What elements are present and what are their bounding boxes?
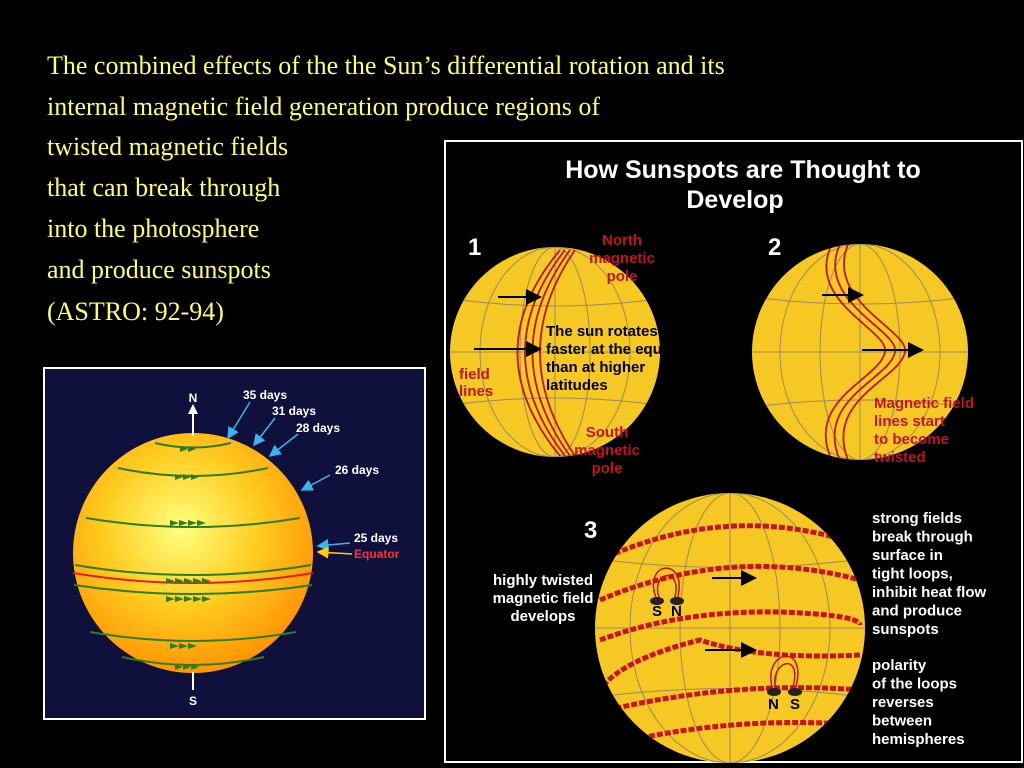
pole-label: magnetic [589,250,655,267]
twist-label: twisted [874,449,926,466]
spot-label: S [652,603,662,620]
polarity-note: between [872,713,932,730]
spot-label: N [671,603,682,620]
twist-label: to become [874,431,949,448]
slide-text: The combined effects of the the Sun’s di… [47,51,725,326]
polarity-note: of the loops [872,676,957,693]
panel-number: 3 [584,517,597,544]
polarity-note: reverses [872,694,934,711]
panel-number: 2 [768,234,781,261]
sunspot-figure: How Sunspots are Thought to Develop [444,140,1023,763]
twist-label: lines start [874,413,945,430]
period-label: 28 days [296,421,340,435]
loops-note: and produce [872,603,962,620]
pole-label: North [602,232,642,249]
polarity-note: hemispheres [872,731,965,748]
south-label: S [189,694,197,708]
slide-text-line: and produce sunspots [47,255,271,284]
loops-note: sunspots [872,621,939,638]
period-label: 26 days [335,463,379,477]
twist-note: develops [510,608,575,625]
loops-note: inhibit heat flow [872,584,986,601]
period-label: 31 days [272,404,316,418]
loops-note: tight loops, [872,566,953,583]
loops-note: surface in [872,547,943,564]
pole-label: pole [592,460,623,477]
north-label: N [189,391,198,405]
slide-text-line: (ASTRO: 92-94) [47,297,224,326]
spot-label: S [790,696,800,713]
field-label: field [459,366,490,383]
period-label: 35 days [243,388,287,402]
slide-text-line: twisted magnetic fields [47,132,288,161]
spot-label: N [768,696,779,713]
field-label: lines [459,383,493,400]
period-label: 25 days [354,531,398,545]
slide-text-line: internal magnetic field generation produ… [47,92,600,121]
slide-text-line: The combined effects of the the Sun’s di… [47,51,725,80]
pole-label: pole [607,268,638,285]
panel-number: 1 [468,234,481,261]
rotation-figure: N S 35 days 31 days 28 days 26 days 25 d… [43,367,426,720]
rotation-note: faster at the equato [546,341,684,358]
rotation-note: than at higher [546,359,645,376]
slide-text-line: into the photosphere [47,214,259,243]
loops-note: break through [872,529,973,546]
twist-label: Magnetic field [874,395,974,412]
twist-note: highly twisted [493,572,593,589]
rotation-note: The sun rotates [546,323,658,340]
pole-label: magnetic [574,442,640,459]
figure-title: Develop [686,186,783,214]
rotation-note: latitudes [546,377,608,394]
twist-note: magnetic field [493,590,594,607]
equator-label: Equator [354,547,400,561]
polarity-note: polarity [872,657,927,674]
slide-text-line: that can break through [47,173,280,202]
pole-label: South [586,424,629,441]
figure-title: How Sunspots are Thought to [565,156,921,184]
loops-note: strong fields [872,510,962,527]
